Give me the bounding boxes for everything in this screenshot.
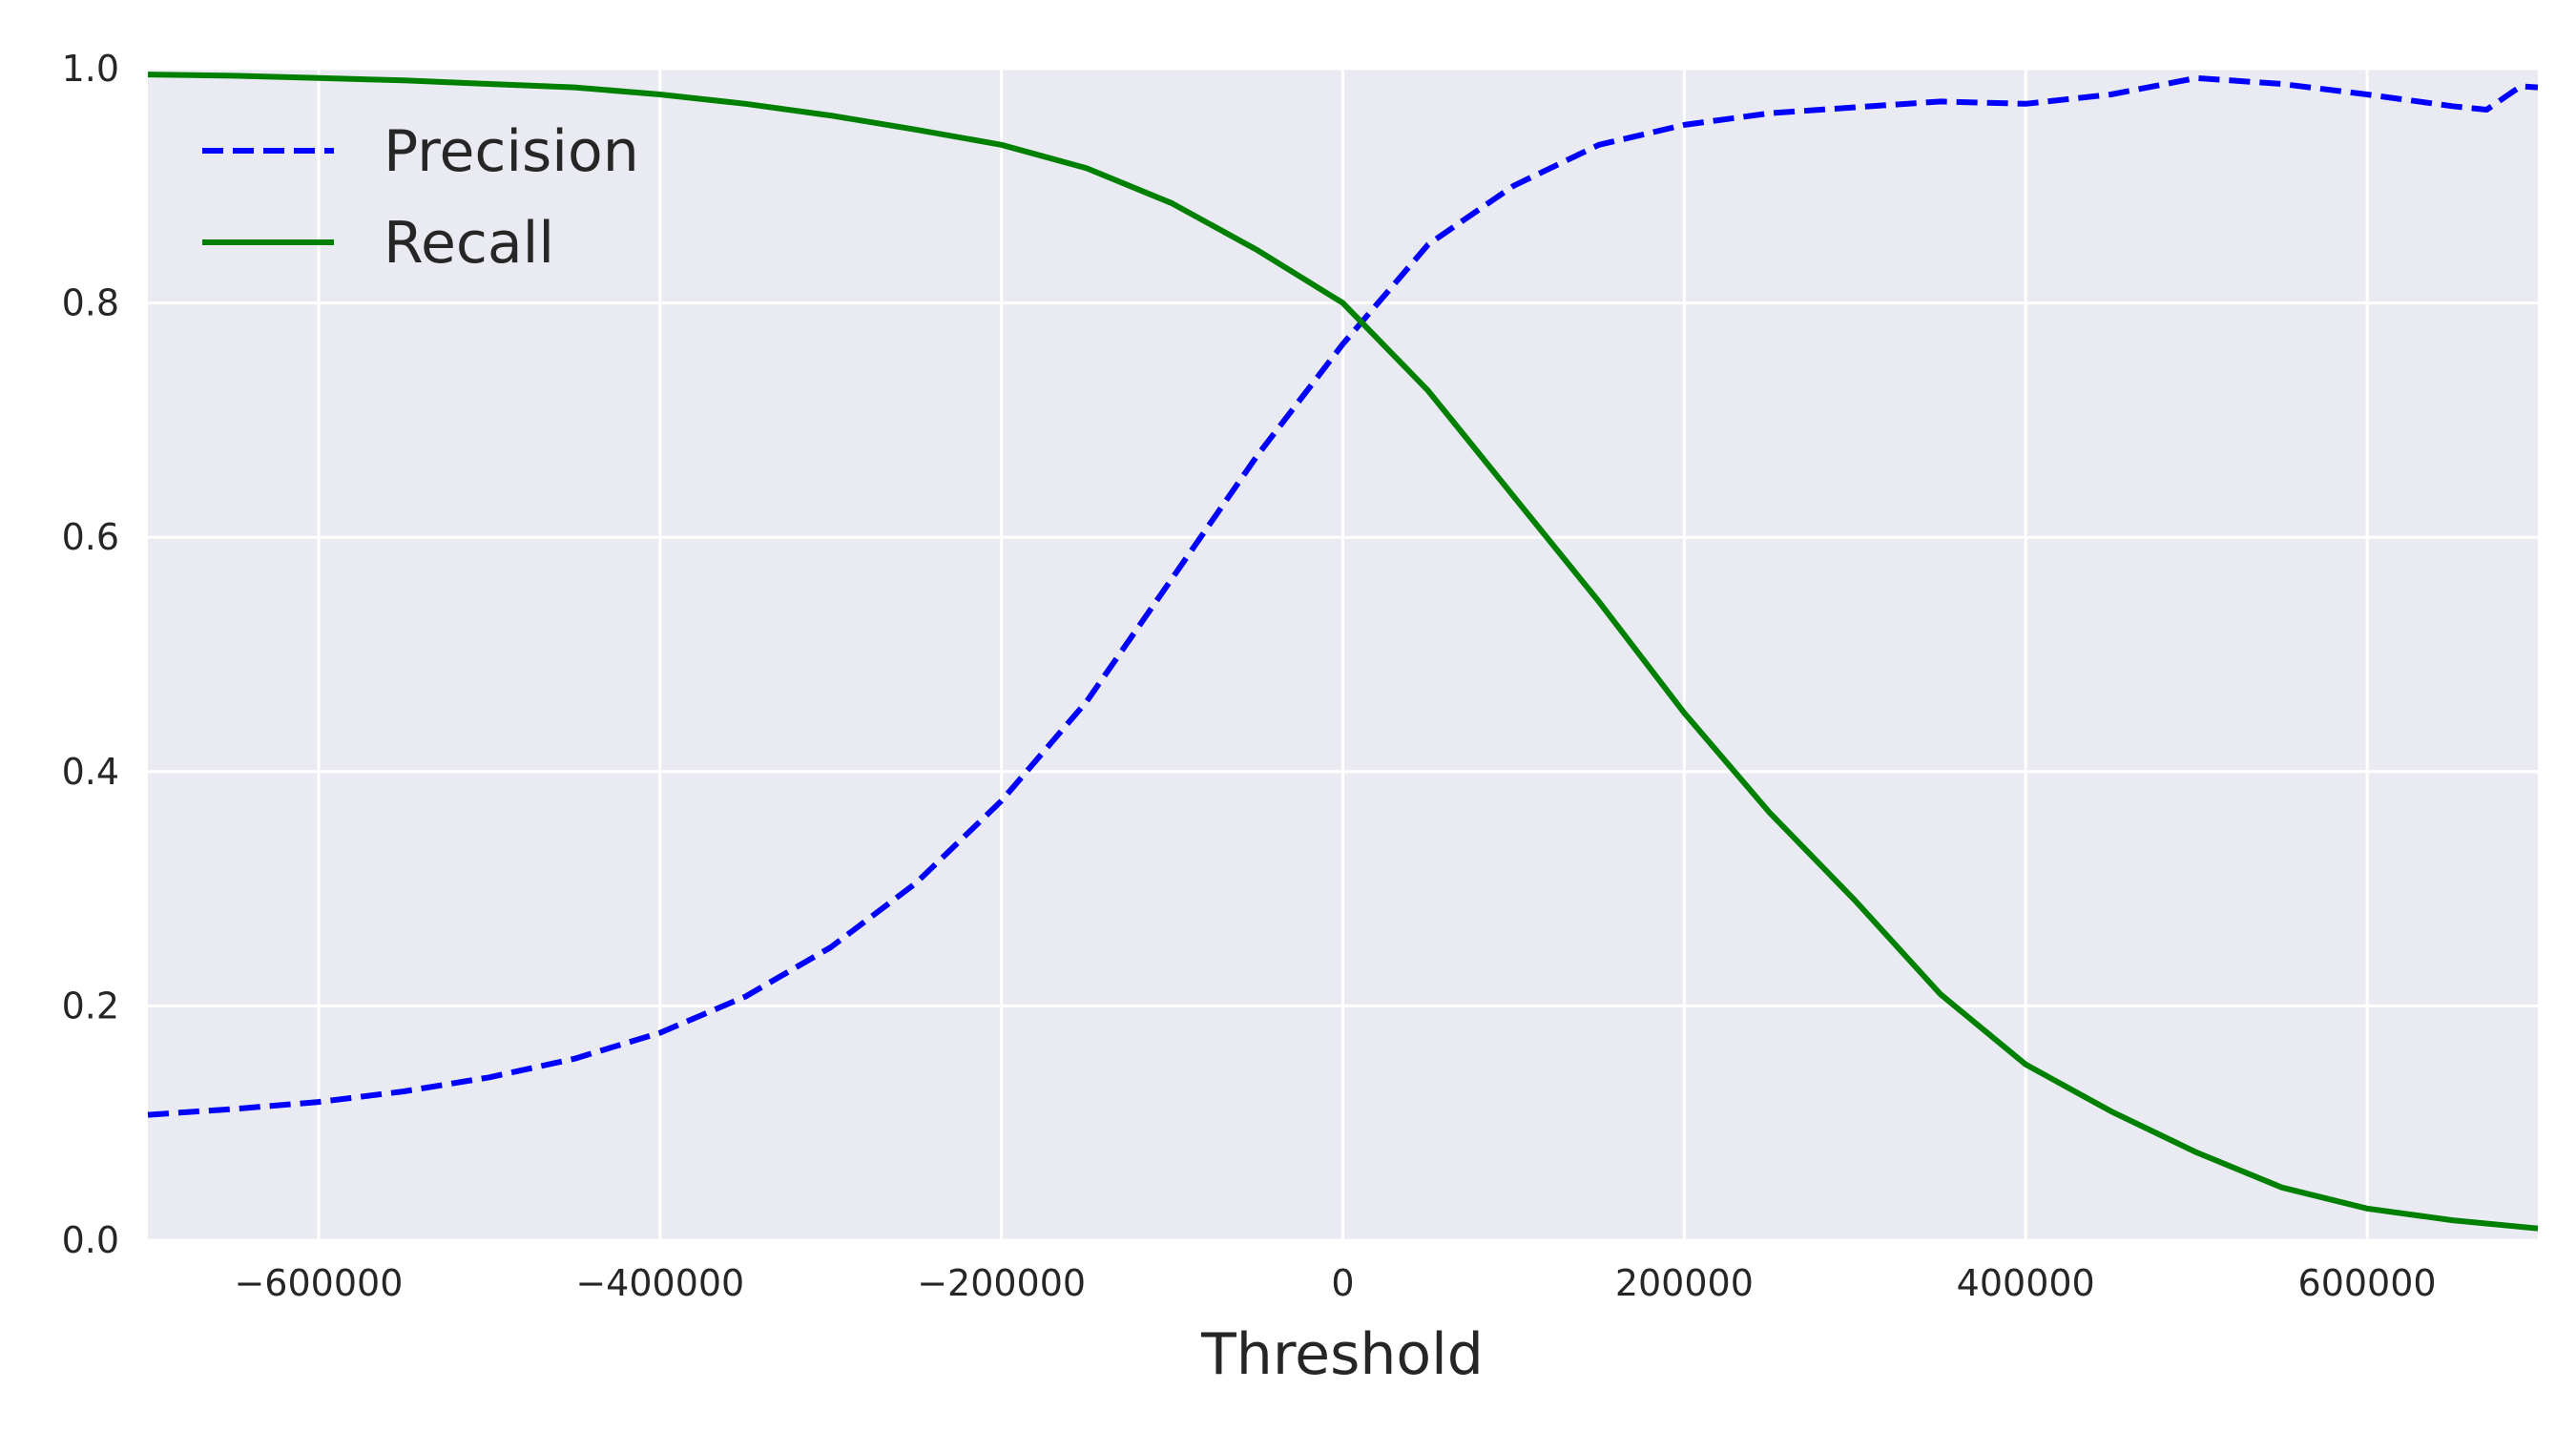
x-tick-label: 200000 — [1615, 1262, 1754, 1304]
x-tick-label: −600000 — [234, 1262, 403, 1304]
x-axis-ticks: −600000 −400000 −200000 0 200000 400000 600000 — [234, 1262, 2436, 1304]
series-layer — [147, 72, 2539, 1232]
x-tick-label: 400000 — [1957, 1262, 2095, 1304]
y-tick-label: 0.8 — [62, 282, 119, 324]
y-axis-ticks: 0.0 0.2 0.4 0.6 0.8 1.0 — [62, 48, 119, 1261]
y-tick-label: 0.2 — [62, 985, 119, 1027]
series-precision-line — [147, 74, 2539, 1118]
x-tick-label: 600000 — [2298, 1262, 2437, 1304]
x-tick-label: 0 — [1331, 1262, 1354, 1304]
y-tick-label: 1.0 — [62, 48, 119, 90]
x-axis-label: Threshold — [1200, 1321, 1484, 1388]
legend: Precision Recall — [202, 118, 639, 277]
y-tick-label: 0.4 — [62, 751, 119, 793]
legend-label-precision: Precision — [384, 118, 639, 185]
y-tick-label: 0.0 — [62, 1219, 119, 1261]
grid — [148, 67, 2538, 1242]
series-recall-line — [147, 72, 2539, 1232]
y-tick-label: 0.6 — [62, 516, 119, 558]
x-tick-label: −400000 — [575, 1262, 744, 1304]
legend-label-recall: Recall — [384, 210, 554, 277]
x-tick-label: −200000 — [917, 1262, 1086, 1304]
